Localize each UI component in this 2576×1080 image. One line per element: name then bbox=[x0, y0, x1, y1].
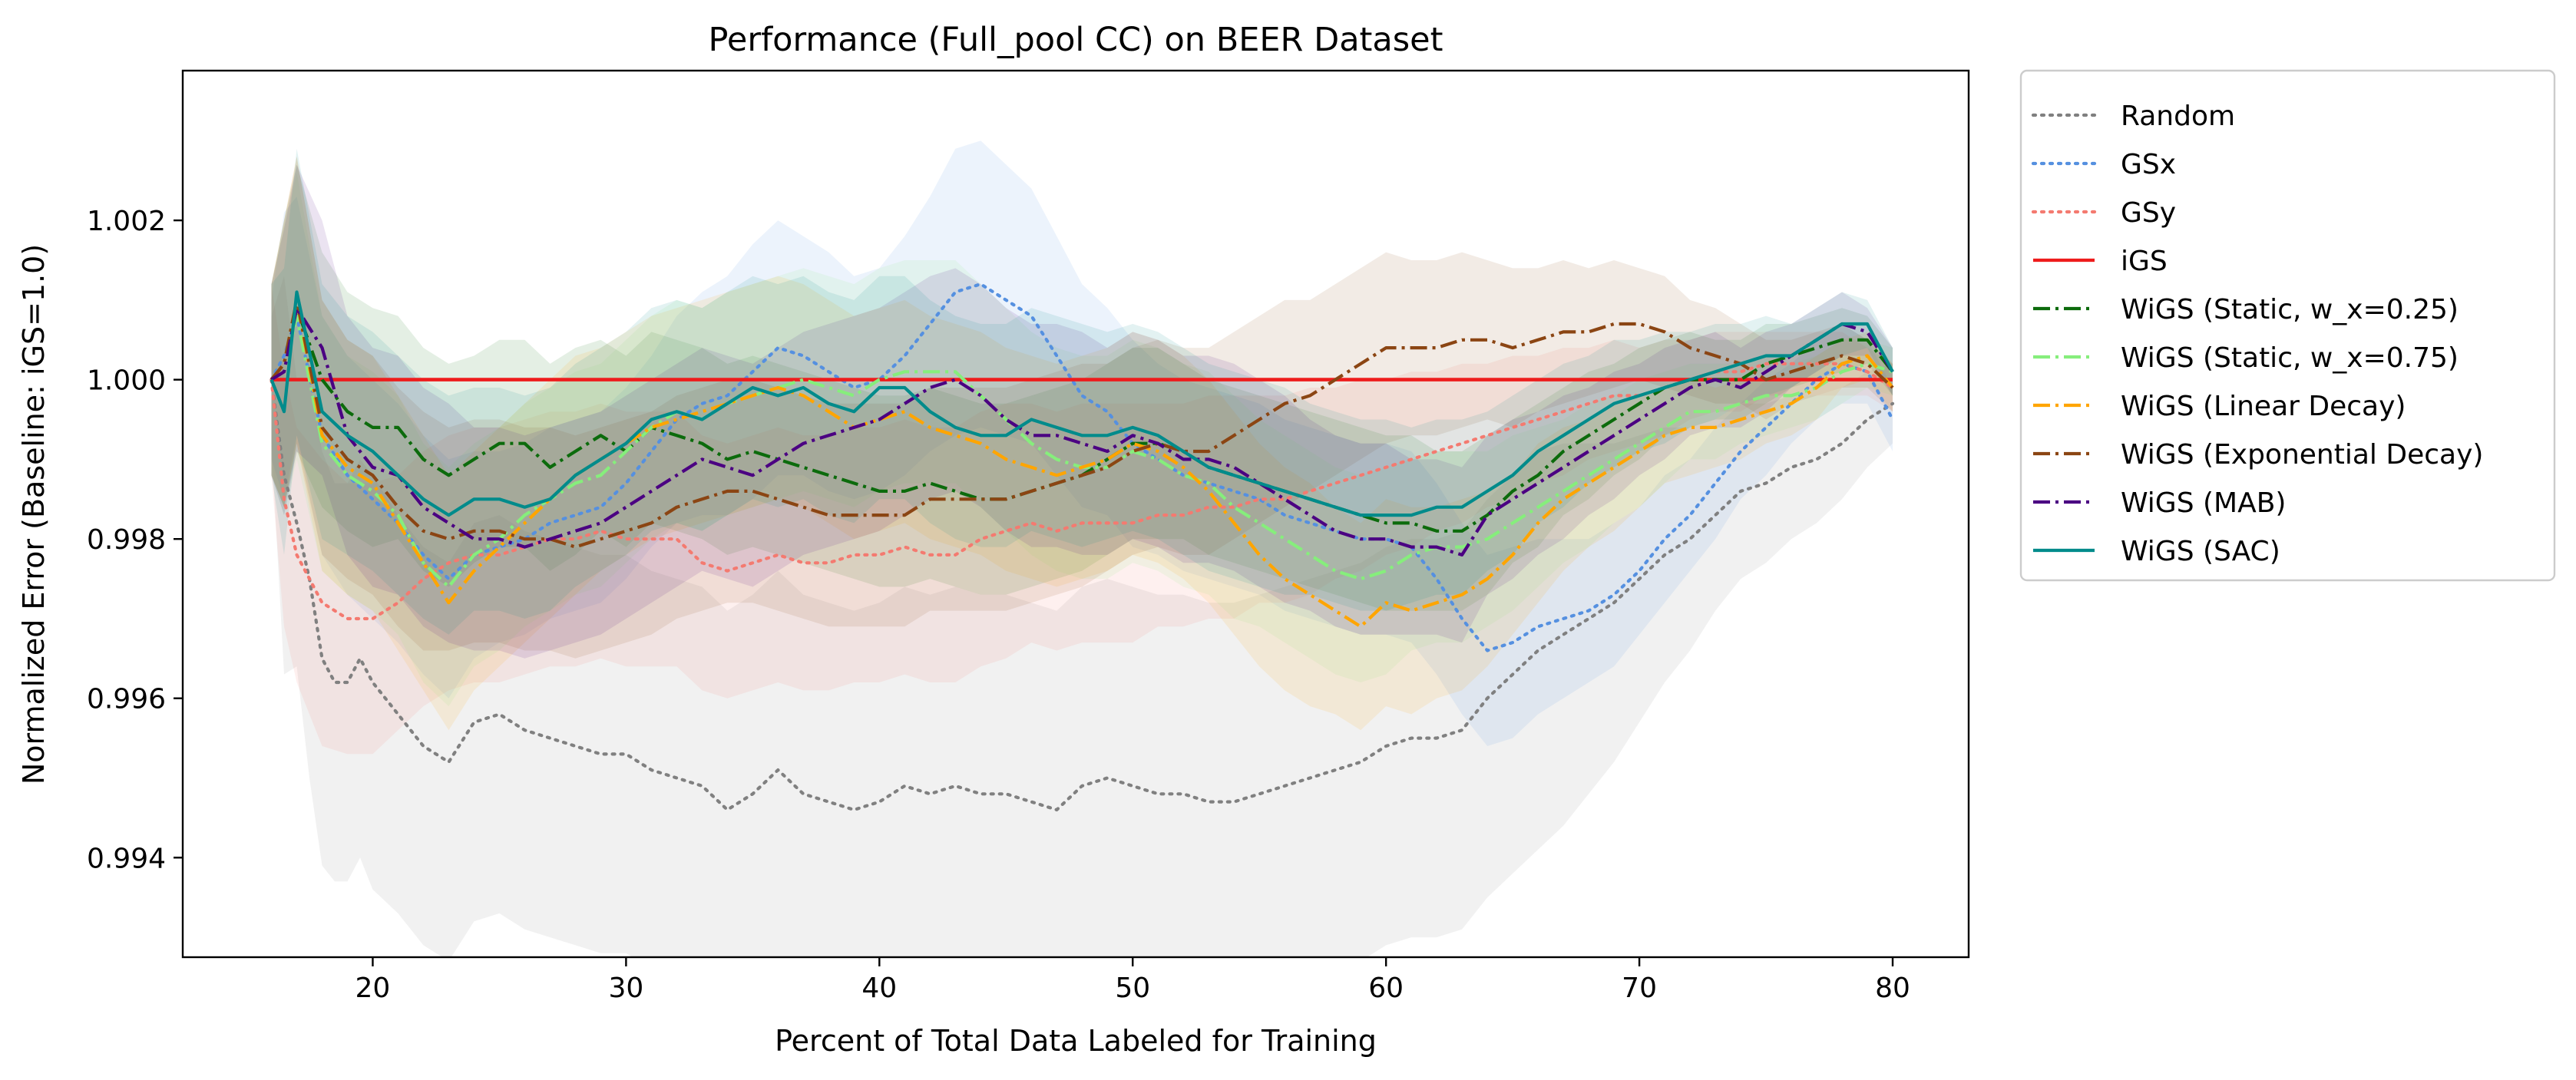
y-tick-label: 0.996 bbox=[87, 684, 166, 715]
x-tick-label: 50 bbox=[1115, 973, 1150, 1004]
series-line-gsy bbox=[270, 362, 1895, 621]
band-random bbox=[271, 276, 1893, 957]
legend-label: WiGS (MAB) bbox=[2121, 487, 2286, 519]
band-gsy bbox=[271, 284, 1893, 755]
series-line-wigs-mab bbox=[270, 306, 1894, 557]
legend-label: WiGS (Exponential Decay) bbox=[2121, 439, 2483, 471]
y-tick-label: 1.000 bbox=[87, 365, 166, 397]
band-wigs-static-w-x-0-75 bbox=[271, 172, 1893, 707]
x-tick-label: 30 bbox=[608, 973, 643, 1004]
series-line-random bbox=[270, 378, 1895, 812]
band-gsx bbox=[271, 140, 1893, 747]
x-tick-label: 20 bbox=[355, 973, 391, 1004]
series-line-wigs-static-w-x-0-75 bbox=[270, 314, 1893, 589]
series-line-wigs-static-w-x-0-25 bbox=[270, 306, 1894, 533]
legend-label: WiGS (Static, w_x=0.25) bbox=[2121, 294, 2459, 325]
x-tick-label: 80 bbox=[1875, 973, 1910, 1004]
series-line-wigs-sac bbox=[270, 290, 1894, 517]
series-lines bbox=[270, 282, 1895, 812]
legend-box bbox=[2019, 69, 2556, 582]
legend: Random GSx GSy iGS WiGS (Static, w_x=0.25) Wi… bbox=[2019, 69, 2556, 582]
y-tick-label: 0.994 bbox=[87, 843, 166, 874]
band-wigs-mab bbox=[271, 164, 1893, 659]
x-tick-label: 40 bbox=[861, 973, 897, 1004]
legend-label: Random bbox=[2121, 101, 2235, 132]
series-line-wigs-exponential-decay bbox=[270, 298, 1894, 549]
y-tick-label: 1.002 bbox=[87, 206, 166, 237]
band-wigs-static-w-x-0-25 bbox=[271, 164, 1893, 611]
x-tick-label: 70 bbox=[1622, 973, 1657, 1004]
plot-frame bbox=[181, 69, 1970, 959]
x-tick-label: 60 bbox=[1368, 973, 1404, 1004]
x-axis: 20 30 40 50 60 70 80 bbox=[355, 957, 1910, 1004]
y-axis: 0.994 0.996 0.998 1.000 1.002 bbox=[87, 206, 183, 874]
y-axis-label: Normalized Error (Baseline: iGS=1.0) bbox=[17, 244, 51, 784]
legend-label: iGS bbox=[2121, 246, 2168, 277]
legend-label: WiGS (Linear Decay) bbox=[2121, 391, 2406, 422]
series-line-gsx bbox=[270, 282, 1895, 652]
legend-label: GSx bbox=[2121, 149, 2176, 180]
legend-label: WiGS (SAC) bbox=[2121, 536, 2280, 567]
series-line-wigs-linear-decay bbox=[270, 298, 1894, 629]
band-wigs-exponential-decay bbox=[271, 157, 1893, 659]
chart-title: Performance (Full_pool CC) on BEER Datas… bbox=[709, 21, 1443, 59]
y-tick-label: 0.998 bbox=[87, 524, 166, 556]
legend-label: GSy bbox=[2121, 197, 2176, 229]
band-wigs-linear-decay bbox=[271, 157, 1893, 731]
legend-label: WiGS (Static, w_x=0.75) bbox=[2121, 342, 2459, 374]
x-axis-label: Percent of Total Data Labeled for Traini… bbox=[775, 1024, 1377, 1058]
